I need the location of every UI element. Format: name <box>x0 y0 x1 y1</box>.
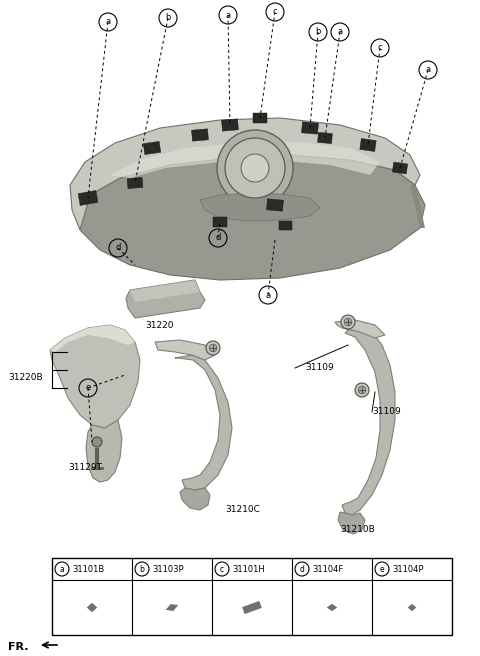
Text: d: d <box>300 565 304 573</box>
Polygon shape <box>175 355 232 490</box>
Polygon shape <box>253 113 267 123</box>
Text: a: a <box>265 291 271 300</box>
Text: a: a <box>226 10 230 20</box>
Polygon shape <box>78 155 425 280</box>
Polygon shape <box>408 604 416 611</box>
Polygon shape <box>338 512 365 534</box>
Polygon shape <box>410 185 425 228</box>
Polygon shape <box>200 193 320 221</box>
Text: 31109: 31109 <box>372 407 401 417</box>
Polygon shape <box>86 420 122 482</box>
Circle shape <box>217 130 293 206</box>
Text: e: e <box>380 565 384 573</box>
Polygon shape <box>318 133 333 144</box>
Polygon shape <box>335 320 385 338</box>
Polygon shape <box>155 340 215 360</box>
Polygon shape <box>392 162 408 174</box>
Text: 31220B: 31220B <box>8 373 43 382</box>
Text: 31101H: 31101H <box>232 565 265 573</box>
Text: c: c <box>220 565 224 573</box>
Circle shape <box>225 138 285 198</box>
Text: c: c <box>378 43 382 52</box>
Text: 31103P: 31103P <box>152 565 184 573</box>
Text: 31210C: 31210C <box>225 506 260 514</box>
Polygon shape <box>222 119 239 131</box>
Text: b: b <box>140 565 144 573</box>
Circle shape <box>344 318 352 326</box>
Polygon shape <box>301 122 318 134</box>
Bar <box>52 558 452 635</box>
Polygon shape <box>50 325 140 428</box>
Polygon shape <box>126 280 205 318</box>
Text: a: a <box>106 18 110 26</box>
Polygon shape <box>266 199 284 211</box>
Polygon shape <box>192 129 208 141</box>
Polygon shape <box>87 603 97 612</box>
Polygon shape <box>342 328 395 515</box>
Text: 31220: 31220 <box>145 321 173 329</box>
Circle shape <box>355 383 369 397</box>
Text: a: a <box>60 565 64 573</box>
Text: b: b <box>315 28 321 37</box>
Polygon shape <box>144 142 161 155</box>
Text: a: a <box>425 66 431 75</box>
Text: a: a <box>337 28 343 37</box>
Polygon shape <box>213 217 227 227</box>
Polygon shape <box>70 118 420 230</box>
Polygon shape <box>127 177 143 189</box>
Polygon shape <box>130 280 200 302</box>
Circle shape <box>206 341 220 355</box>
Text: 31129T: 31129T <box>68 464 102 472</box>
Polygon shape <box>110 142 380 178</box>
Polygon shape <box>360 138 376 152</box>
Text: b: b <box>165 14 171 22</box>
Polygon shape <box>180 488 210 510</box>
Text: 31210B: 31210B <box>340 525 375 535</box>
Text: FR.: FR. <box>8 642 28 652</box>
Text: 31101B: 31101B <box>72 565 104 573</box>
Polygon shape <box>242 601 262 614</box>
Circle shape <box>92 437 102 447</box>
Text: c: c <box>273 7 277 16</box>
Circle shape <box>209 344 217 352</box>
Text: 31109: 31109 <box>305 363 334 373</box>
Polygon shape <box>50 325 135 352</box>
Polygon shape <box>278 220 291 230</box>
Circle shape <box>358 386 366 394</box>
Circle shape <box>341 315 355 329</box>
Text: d: d <box>216 234 221 243</box>
Polygon shape <box>166 604 178 611</box>
Text: e: e <box>85 384 91 392</box>
Text: 31104F: 31104F <box>312 565 343 573</box>
Text: 31104P: 31104P <box>392 565 423 573</box>
Text: d: d <box>115 243 120 253</box>
Circle shape <box>241 154 269 182</box>
Polygon shape <box>327 604 337 611</box>
Polygon shape <box>78 190 98 205</box>
